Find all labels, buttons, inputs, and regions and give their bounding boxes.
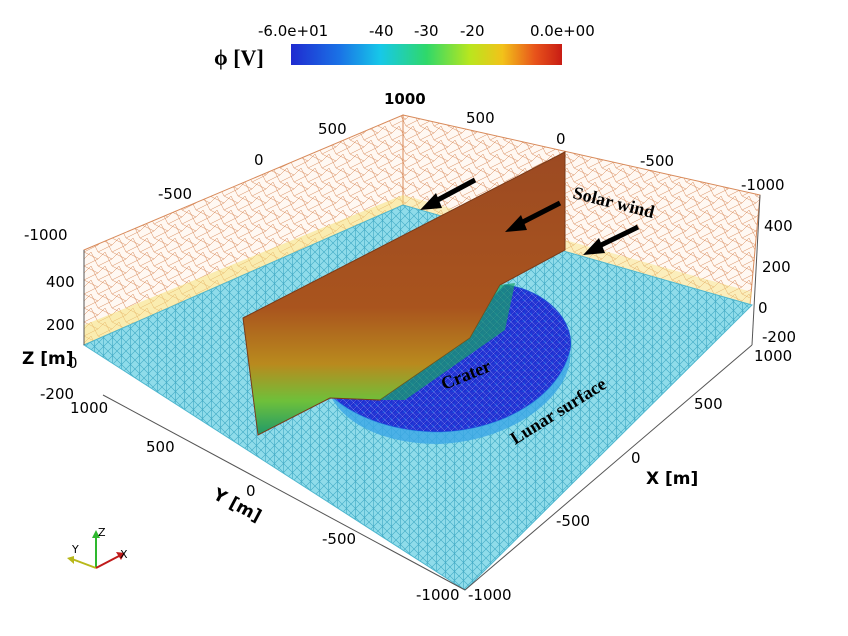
x-tick-1000: 1000 <box>754 347 792 365</box>
solar-wind-arrow-1 <box>420 177 477 210</box>
colorbar-title: ϕ [V] <box>214 45 264 70</box>
y-tick-500: 500 <box>146 438 175 456</box>
z-tick-right-top: -1000 <box>741 176 785 194</box>
axis-lines <box>83 194 761 591</box>
z-tick-right-200: 200 <box>762 258 791 276</box>
orientation-y-head <box>67 556 74 564</box>
back-tick-1000: 1000 <box>384 90 426 108</box>
z-tick-right-0: 0 <box>758 299 768 317</box>
x-tick-500: 500 <box>694 395 723 413</box>
back-tick-500: 500 <box>318 120 347 138</box>
z-axis-left: -1000 400 200 0 -200 Z [m] <box>22 226 78 403</box>
z-tick-right-minus200: -200 <box>762 328 796 346</box>
x-axis-title: X [m] <box>646 469 698 489</box>
colorbar-gradient <box>291 44 562 65</box>
y-axis-title: Y [m] <box>209 484 265 526</box>
back-right-tick-0: 0 <box>556 130 566 148</box>
y-tick-0: 0 <box>246 482 256 500</box>
x-axis: 1000 500 0 -500 -1000 X [m] <box>468 347 792 604</box>
back-tick-minus500: -500 <box>158 185 192 203</box>
x-tick-minus500: -500 <box>556 512 590 530</box>
y-tick-1000: 1000 <box>70 399 108 417</box>
colorbar-tick-40: -40 <box>369 22 394 40</box>
orientation-x-label: X <box>120 548 128 561</box>
wall-glow-left <box>84 195 403 345</box>
y-tick-minus500: -500 <box>322 530 356 548</box>
back-right-tick-minus500: -500 <box>640 152 674 170</box>
potential-slice-plane <box>242 151 566 436</box>
solar-wind-arrow-2 <box>505 200 562 232</box>
z-tick-left-top: -1000 <box>24 226 68 244</box>
orientation-z-head <box>92 530 100 538</box>
z-tick-right-400: 400 <box>764 217 793 235</box>
z-tick-left-200: 200 <box>46 316 75 334</box>
colorbar-tick-20: -20 <box>460 22 485 40</box>
orientation-x-axis <box>95 555 120 569</box>
z-tick-left-minus200: -200 <box>40 385 74 403</box>
y-tick-minus1000: -1000 <box>416 586 460 604</box>
z-axis-right: -1000 400 200 0 -200 <box>741 176 796 346</box>
orientation-widget: Z Y X <box>67 526 128 569</box>
z-tick-left-400: 400 <box>46 273 75 291</box>
colorbar-tick-max: 0.0e+00 <box>530 22 595 40</box>
solar-wind-arrows <box>420 177 640 255</box>
back-right-tick-500: 500 <box>466 109 495 127</box>
x-tick-0: 0 <box>631 449 641 467</box>
orientation-y-label: Y <box>71 543 79 556</box>
solar-wind-arrow-3 <box>583 224 640 255</box>
z-axis-title: Z [m] <box>22 349 74 369</box>
z-tick-left-0: 0 <box>68 354 78 372</box>
colorbar-tick-min: -6.0e+01 <box>258 22 328 40</box>
orientation-y-axis <box>71 558 97 569</box>
orientation-x-head <box>116 552 125 560</box>
back-tick-0: 0 <box>254 151 264 169</box>
crater-rim-slope <box>330 350 571 444</box>
colorbar: ϕ [V] -6.0e+01 -40 -30 -20 0.0e+00 <box>214 22 595 70</box>
back-left-edge-axis: 1000 500 0 -500 <box>158 90 426 203</box>
orientation-z-label: Z <box>98 526 106 539</box>
colorbar-tick-30: -30 <box>414 22 439 40</box>
x-tick-minus1000: -1000 <box>468 586 512 604</box>
back-right-edge-axis: 500 0 -500 <box>466 109 674 170</box>
slice-plane-cut-shadow <box>380 283 515 400</box>
